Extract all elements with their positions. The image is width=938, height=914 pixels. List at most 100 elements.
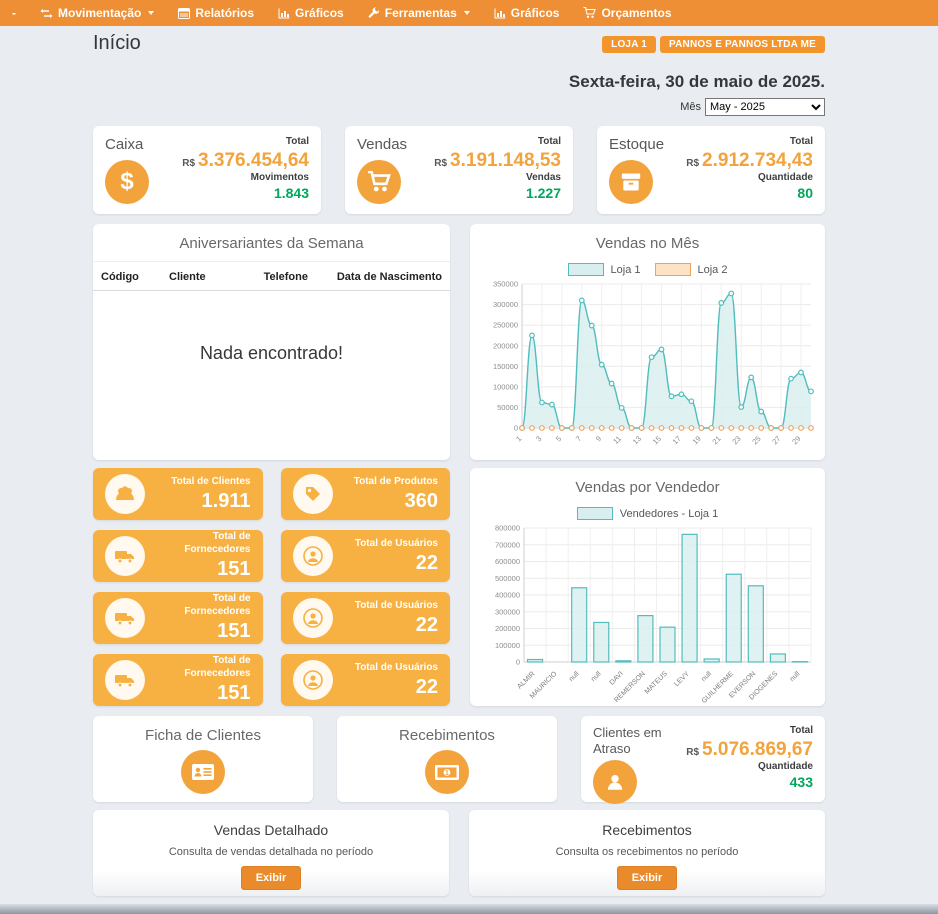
cart-icon [583, 7, 596, 19]
estoque-card[interactable]: Estoque Total R$2.912.734,43 Quantidade … [597, 126, 825, 214]
tile-value: 360 [341, 488, 439, 514]
caixa-card[interactable]: Caixa $ Total R$3.376.454,64 Movimentos … [93, 126, 321, 214]
count-label: Movimentos [182, 172, 309, 185]
tile-label: Total de Fornecedores [153, 592, 251, 618]
legend-label: Loja 2 [698, 264, 728, 276]
exibir-button[interactable]: Exibir [617, 866, 678, 890]
chevron-down-icon [464, 11, 470, 15]
svg-text:LEVY: LEVY [673, 670, 691, 688]
col-cliente: Cliente [161, 262, 238, 291]
tile-value: 151 [153, 618, 251, 644]
tile-label: Total de Fornecedores [153, 654, 251, 680]
svg-text:9: 9 [594, 434, 603, 443]
dollar-icon: $ [105, 160, 149, 204]
svg-text:7: 7 [574, 434, 583, 443]
count-label: Quantidade [686, 761, 813, 774]
total-value: 3.376.454,64 [198, 150, 309, 171]
panel-title: Vendas Detalhado [93, 810, 449, 838]
nav-item-orcamentos[interactable]: Orçamentos [583, 6, 671, 20]
recebimentos-panel: Recebimentos Consulta os recebimentos no… [469, 810, 825, 896]
count-label: Vendas [434, 172, 561, 185]
svg-text:null: null [700, 670, 713, 683]
col-nascimento: Data de Nascimento [316, 262, 450, 291]
company-badge: PANNOS E PANNOS LTDA ME [660, 36, 825, 53]
total-value: 2.912.734,43 [702, 150, 813, 171]
svg-text:17: 17 [671, 434, 683, 446]
nav-item-label: Relatórios [195, 6, 254, 20]
count-value: 1.227 [434, 185, 561, 203]
legend-item[interactable]: Loja 2 [655, 263, 728, 276]
user-icon [293, 598, 333, 638]
svg-text:100000: 100000 [495, 641, 520, 650]
tile-value: 1.911 [153, 488, 251, 514]
nav-item-graficos-1[interactable]: Gráficos [278, 6, 344, 20]
panel-title: Aniversariantes da Semana [93, 224, 450, 262]
chart-legend: Loja 1 Loja 2 [470, 263, 825, 276]
svg-text:300000: 300000 [495, 607, 520, 616]
card-title: Vendas [357, 136, 407, 153]
truck-icon [105, 536, 145, 576]
vendas-por-vendedor-chart: 0100000200000300000400000500000600000700… [478, 524, 817, 706]
vendas-card[interactable]: Vendas Total R$3.191.148,53 Vendas 1.227 [345, 126, 573, 214]
svg-text:3: 3 [534, 434, 543, 443]
legend-label: Vendedores - Loja 1 [620, 508, 718, 520]
nav-item-ferramentas[interactable]: Ferramentas [368, 6, 470, 20]
svg-text:100000: 100000 [493, 382, 518, 391]
col-codigo: Código [93, 262, 161, 291]
nav-item-movimentacao[interactable]: Movimentação [40, 6, 154, 20]
currency: R$ [434, 158, 447, 169]
footer-strip [0, 904, 938, 914]
svg-text:ALMIR: ALMIR [516, 670, 536, 690]
svg-text:DAVI: DAVI [609, 670, 625, 686]
svg-text:1: 1 [514, 434, 523, 443]
nav-item-label: Movimentação [58, 6, 141, 20]
total-label: Total [686, 136, 813, 149]
svg-text:150000: 150000 [493, 362, 518, 371]
cart-icon [357, 160, 401, 204]
col-telefone: Telefone [238, 262, 316, 291]
chart-title: Vendas no Mês [470, 224, 825, 261]
tile-value: 151 [153, 556, 251, 582]
month-select[interactable]: May - 2025 [705, 98, 825, 116]
card-title: Ficha de Clientes [93, 716, 313, 748]
legend-item[interactable]: Loja 1 [568, 263, 641, 276]
svg-text:5: 5 [554, 434, 563, 443]
svg-text:11: 11 [611, 434, 623, 446]
card-title: Recebimentos [337, 716, 557, 748]
count-value: 1.843 [182, 185, 309, 203]
tile-value: 151 [153, 680, 251, 706]
svg-text:350000: 350000 [493, 280, 518, 289]
user-icon [593, 760, 637, 804]
nav-item-relatorios[interactable]: Relatórios [178, 6, 254, 20]
tile-value: 22 [341, 674, 439, 700]
legend-item[interactable]: Vendedores - Loja 1 [577, 507, 718, 520]
clientes-em-atraso-card[interactable]: Clientes em Atraso Total R$5.076.869,67 … [581, 716, 825, 802]
svg-text:29: 29 [790, 434, 802, 446]
recebimentos-card[interactable]: Recebimentos 1 [337, 716, 557, 802]
svg-text:200000: 200000 [493, 341, 518, 350]
nav-item-collapsed[interactable]: - [12, 6, 16, 20]
nav-item-graficos-2[interactable]: Gráficos [494, 6, 560, 20]
user-icon [293, 536, 333, 576]
vendas-por-vendedor-panel: Vendas por Vendedor Vendedores - Loja 1 … [470, 468, 825, 706]
chart-title: Vendas por Vendedor [470, 468, 825, 505]
svg-text:null: null [789, 670, 802, 683]
ficha-de-clientes-card[interactable]: Ficha de Clientes [93, 716, 313, 802]
user-icon [293, 660, 333, 700]
panel-description: Consulta de vendas detalhada no período [93, 846, 449, 858]
tile-label: Total de Usuários [341, 599, 439, 612]
legend-label: Loja 1 [611, 264, 641, 276]
exibir-button[interactable]: Exibir [241, 866, 302, 890]
chart-legend: Vendedores - Loja 1 [470, 507, 825, 520]
bar-chart-icon [494, 8, 506, 19]
nav-item-label: Gráficos [295, 6, 344, 20]
